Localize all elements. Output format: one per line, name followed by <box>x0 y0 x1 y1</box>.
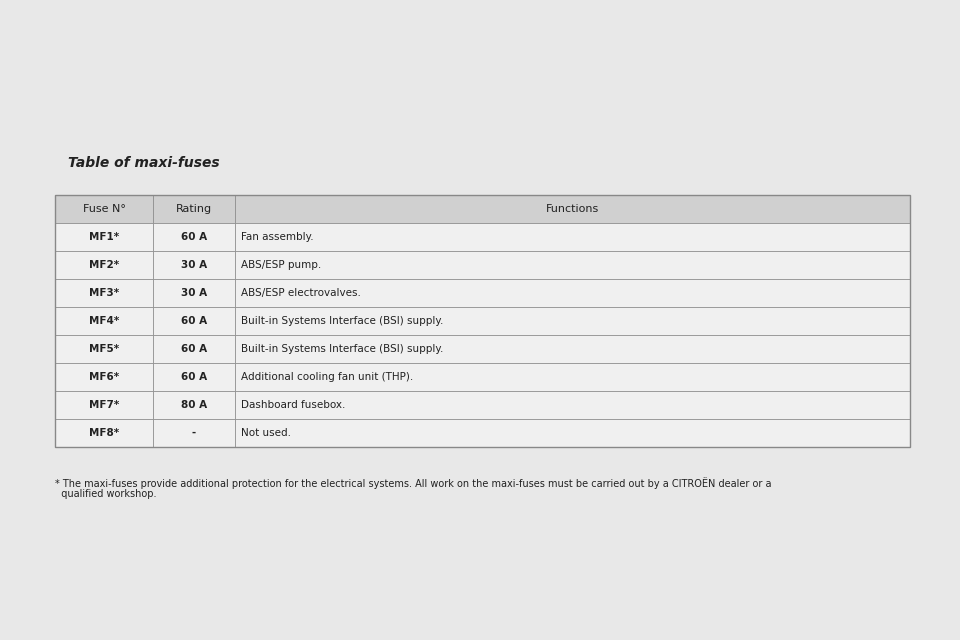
FancyBboxPatch shape <box>234 307 910 335</box>
FancyBboxPatch shape <box>55 391 154 419</box>
Text: 60 A: 60 A <box>180 316 207 326</box>
FancyBboxPatch shape <box>55 251 154 279</box>
Text: Table of maxi-fuses: Table of maxi-fuses <box>68 156 220 170</box>
Text: qualified workshop.: qualified workshop. <box>55 489 156 499</box>
Text: MF3*: MF3* <box>89 288 119 298</box>
FancyBboxPatch shape <box>55 307 154 335</box>
FancyBboxPatch shape <box>234 363 910 391</box>
Text: * The maxi-fuses provide additional protection for the electrical systems. All w: * The maxi-fuses provide additional prot… <box>55 477 772 489</box>
Text: MF8*: MF8* <box>89 428 119 438</box>
FancyBboxPatch shape <box>234 279 910 307</box>
FancyBboxPatch shape <box>55 279 154 307</box>
Text: MF6*: MF6* <box>89 372 119 382</box>
Text: 60 A: 60 A <box>180 232 207 242</box>
FancyBboxPatch shape <box>55 335 154 363</box>
FancyBboxPatch shape <box>154 251 234 279</box>
Text: Built-in Systems Interface (BSI) supply.: Built-in Systems Interface (BSI) supply. <box>241 344 443 354</box>
Text: Additional cooling fan unit (THP).: Additional cooling fan unit (THP). <box>241 372 413 382</box>
FancyBboxPatch shape <box>234 195 910 223</box>
FancyBboxPatch shape <box>234 391 910 419</box>
FancyBboxPatch shape <box>154 279 234 307</box>
Text: MF7*: MF7* <box>89 400 119 410</box>
Text: MF1*: MF1* <box>89 232 119 242</box>
Text: MF4*: MF4* <box>89 316 119 326</box>
Text: -: - <box>192 428 196 438</box>
FancyBboxPatch shape <box>55 419 154 447</box>
FancyBboxPatch shape <box>55 223 154 251</box>
FancyBboxPatch shape <box>154 419 234 447</box>
Text: Fan assembly.: Fan assembly. <box>241 232 313 242</box>
FancyBboxPatch shape <box>234 251 910 279</box>
FancyBboxPatch shape <box>234 335 910 363</box>
Text: 60 A: 60 A <box>180 344 207 354</box>
Text: MF5*: MF5* <box>89 344 119 354</box>
FancyBboxPatch shape <box>234 419 910 447</box>
Text: MF2*: MF2* <box>89 260 119 270</box>
Text: Not used.: Not used. <box>241 428 291 438</box>
Text: Built-in Systems Interface (BSI) supply.: Built-in Systems Interface (BSI) supply. <box>241 316 443 326</box>
Text: Rating: Rating <box>176 204 212 214</box>
Text: ABS/ESP electrovalves.: ABS/ESP electrovalves. <box>241 288 360 298</box>
Text: 30 A: 30 A <box>180 260 207 270</box>
Text: ABS/ESP pump.: ABS/ESP pump. <box>241 260 321 270</box>
FancyBboxPatch shape <box>55 195 154 223</box>
FancyBboxPatch shape <box>154 195 234 223</box>
FancyBboxPatch shape <box>154 391 234 419</box>
Text: 60 A: 60 A <box>180 372 207 382</box>
FancyBboxPatch shape <box>154 223 234 251</box>
Text: 80 A: 80 A <box>180 400 207 410</box>
FancyBboxPatch shape <box>154 363 234 391</box>
Text: Fuse N°: Fuse N° <box>83 204 126 214</box>
FancyBboxPatch shape <box>154 335 234 363</box>
Text: Dashboard fusebox.: Dashboard fusebox. <box>241 400 345 410</box>
FancyBboxPatch shape <box>234 223 910 251</box>
FancyBboxPatch shape <box>154 307 234 335</box>
Text: Functions: Functions <box>545 204 599 214</box>
Text: 30 A: 30 A <box>180 288 207 298</box>
FancyBboxPatch shape <box>55 363 154 391</box>
